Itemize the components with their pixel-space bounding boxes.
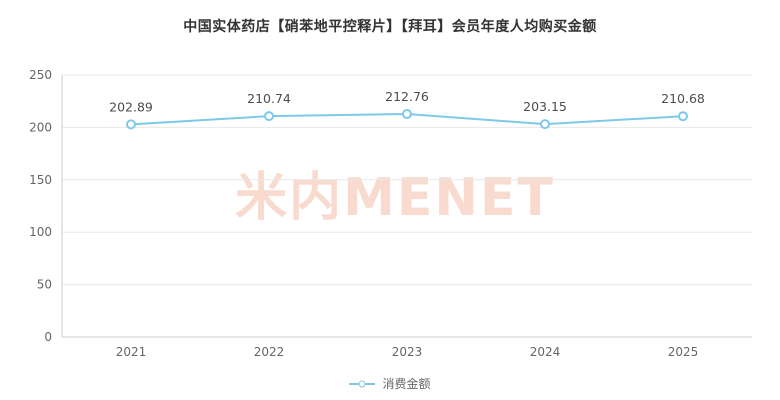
y-axis-tick-label: 200: [29, 120, 52, 134]
data-point-2024[interactable]: [540, 119, 550, 130]
data-label-2025: 210.68: [661, 91, 705, 106]
chart-title: 中国实体药店【硝苯地平控释片】【拜耳】会员年度人均购买金额: [183, 19, 597, 35]
legend-label: 消费金额: [382, 377, 431, 391]
y-axis-tick-label: 50: [37, 278, 52, 292]
data-label-2021: 202.89: [109, 99, 153, 114]
x-axis-tick-label: 2022: [254, 345, 285, 359]
data-point-2023[interactable]: [402, 109, 412, 120]
y-axis-tick-label: 250: [29, 68, 52, 82]
y-axis-tick-label: 150: [29, 173, 52, 187]
legend-line-circle-icon: [349, 378, 376, 390]
data-point-2025[interactable]: [678, 111, 688, 122]
data-label-2022: 210.74: [247, 91, 291, 106]
x-axis-tick-label: 2024: [530, 345, 561, 359]
x-axis-tick-label: 2023: [392, 345, 423, 359]
data-label-2024: 203.15: [523, 99, 567, 114]
x-axis-tick-label: 2021: [116, 345, 147, 359]
y-axis-tick-label: 0: [44, 330, 52, 344]
x-axis-tick-label: 2025: [668, 345, 699, 359]
y-axis-tick-label: 100: [29, 225, 52, 239]
data-label-2023: 212.76: [385, 89, 429, 104]
menet-watermark: 米内MENET: [235, 168, 555, 228]
data-point-2022[interactable]: [264, 111, 274, 122]
legend-item-consumption[interactable]: 消费金额: [0, 375, 780, 392]
data-point-2021[interactable]: [126, 119, 136, 130]
legend-circle: [358, 380, 366, 387]
